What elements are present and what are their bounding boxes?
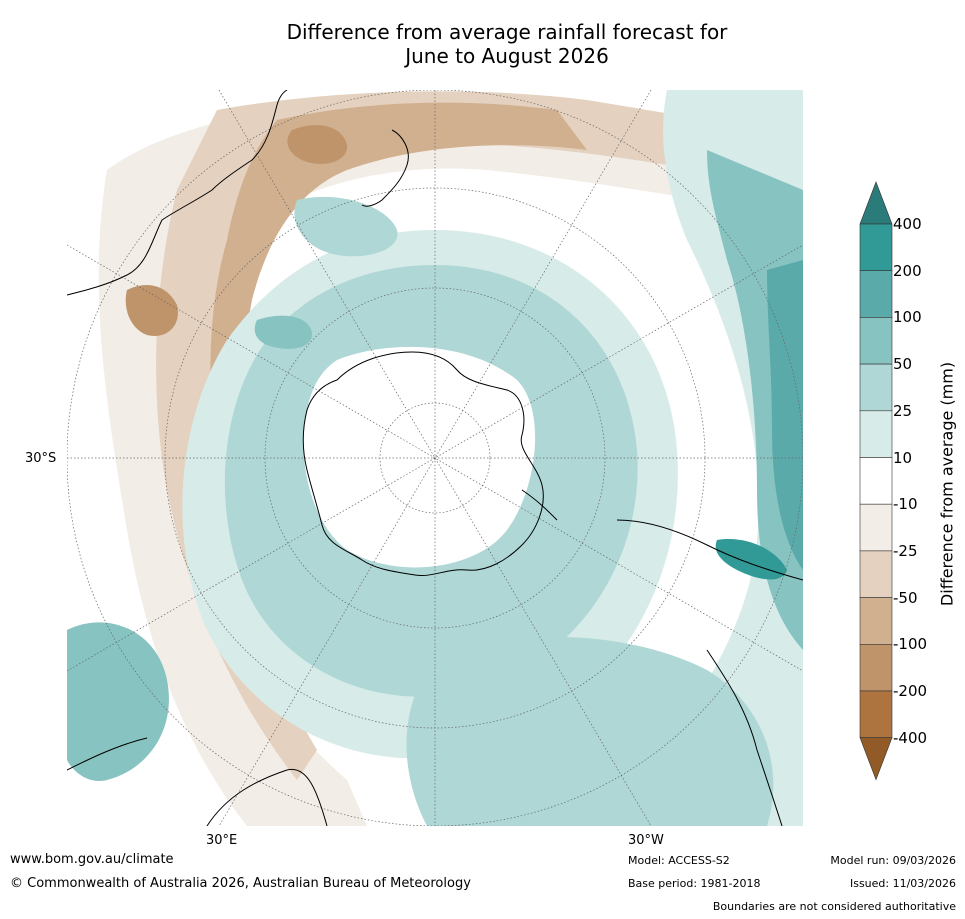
- antarctic-peninsula-coastline: [521, 489, 558, 521]
- colorbar-tick-label: -50: [893, 588, 918, 607]
- antarctica-neutral: [303, 346, 536, 568]
- colorbar-bins: [859, 181, 893, 781]
- wet-south-indian: [67, 622, 169, 781]
- colorbar-tick-label: 200: [893, 261, 922, 280]
- colorbar: [859, 181, 893, 781]
- south-america-coastline: [616, 519, 803, 826]
- colorbar-bin: [859, 457, 893, 505]
- colorbar-tick-label: -200: [893, 682, 928, 700]
- disclaimer-text: Boundaries are not considered authoritat…: [712, 900, 956, 913]
- website-link[interactable]: www.bom.gov.au/climate: [10, 852, 174, 867]
- colorbar-bin: [859, 270, 893, 318]
- graticule: [67, 90, 803, 826]
- issued-text: Issued: 11/03/2026: [849, 877, 956, 890]
- lon-label-30e: 30°E: [206, 833, 238, 848]
- lat-label-30s: 30°S: [25, 451, 57, 466]
- wet-east-pacific-strong: [767, 260, 803, 570]
- title-line-1: Difference from average rainfall forecas…: [286, 20, 728, 44]
- australia-coastline: [67, 90, 288, 296]
- colorbar-bin: [859, 223, 893, 272]
- colorbar-tick-label: 50: [893, 355, 913, 374]
- base-period-text: Base period: 1981-2018: [628, 877, 761, 890]
- colorbar-bin: [859, 690, 893, 739]
- dry-anomaly-patch-tasman: [287, 125, 348, 165]
- wet-south-atlantic: [406, 636, 774, 826]
- colorbar-axis-label: Difference from average (mm): [937, 361, 957, 607]
- colorbar-tick-label: 100: [893, 308, 922, 327]
- antarctica-coastline: [302, 351, 544, 577]
- colorbar-tick-label: 400: [893, 215, 922, 233]
- rainfall-map: [67, 90, 803, 826]
- colorbar-tick-label: 25: [893, 401, 913, 420]
- colorbar-bin: [859, 410, 893, 458]
- colorbar-bin: [859, 643, 893, 692]
- dry-anomaly-band-strong: [210, 102, 587, 480]
- colorbar-bin: [859, 363, 893, 412]
- model-run-text: Model run: 09/03/2026: [830, 854, 956, 867]
- wet-central: [254, 315, 312, 349]
- title-line-2: June to August 2026: [405, 44, 609, 68]
- map-title: Difference from average rainfall forecas…: [67, 20, 947, 68]
- colorbar-tick-label: 10: [893, 448, 913, 467]
- colorbar-tick-label: -100: [893, 635, 928, 654]
- model-text: Model: ACCESS-S2: [628, 854, 730, 867]
- colorbar-bin: [859, 317, 893, 365]
- colorbar-bin-min: [859, 737, 893, 781]
- wet-tasman-sea: [294, 196, 398, 257]
- colorbar-tick-label: -25: [893, 541, 918, 560]
- new-zealand-coastline: [361, 129, 409, 207]
- colorbar-bin: [859, 550, 893, 598]
- dry-anomaly-patch-australia: [125, 285, 178, 336]
- map-svg: [67, 90, 803, 826]
- colorbar-tick-label: -10: [893, 495, 918, 514]
- colorbar-bin-max: [859, 181, 893, 225]
- copyright-text: © Commonwealth of Australia 2026, Austra…: [10, 876, 471, 891]
- colorbar-tick-label: -400: [893, 728, 928, 747]
- lon-label-30w: 30°W: [628, 833, 664, 848]
- africa-coastline: [67, 737, 328, 826]
- colorbar-bin: [859, 503, 893, 552]
- colorbar-bin: [859, 597, 893, 645]
